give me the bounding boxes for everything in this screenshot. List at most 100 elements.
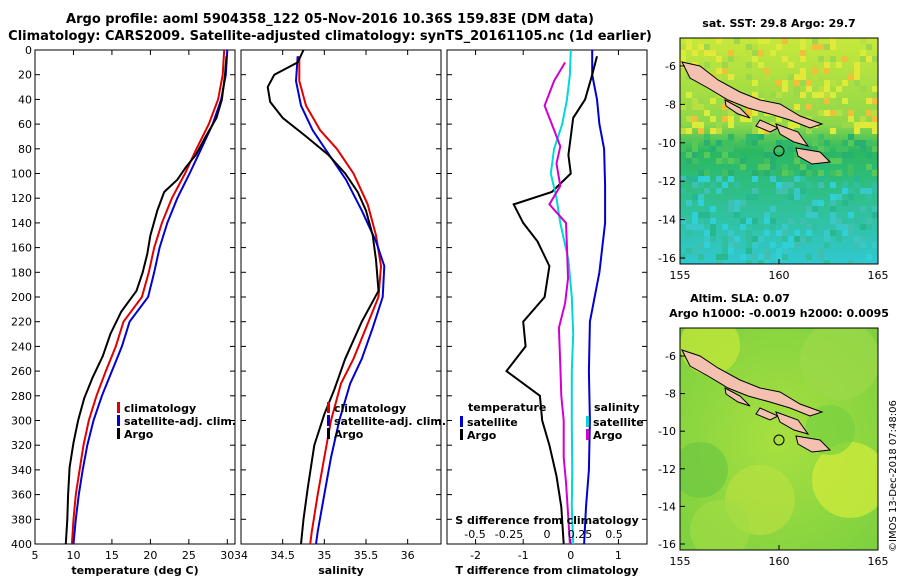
sst-pixel (794, 242, 800, 248)
sst-pixel (860, 50, 866, 56)
sst-pixel (782, 230, 788, 236)
temperature-panel: 0 20 40 60 80 100 120 140 160 180 200 220 240 260 280 3… (11, 44, 236, 577)
sst-pixel (758, 38, 764, 44)
sst-pixel (842, 218, 848, 224)
sst-pixel (734, 182, 740, 188)
sst-pixel (734, 206, 740, 212)
island-new-georgia (724, 99, 751, 119)
sst-pixel (680, 254, 686, 260)
sst-pixel (734, 158, 740, 164)
sst-pixel (776, 248, 782, 254)
y-tick-label: 0 (25, 44, 32, 57)
island-russell (755, 407, 780, 421)
sst-pixel (746, 218, 752, 224)
top-x-tick-label: -0.5 (464, 528, 485, 541)
sst-pixel (698, 212, 704, 218)
sst-pixel (776, 80, 782, 86)
sst-pixel (842, 110, 848, 116)
argo-location-marker (773, 434, 785, 446)
sst-pixel (860, 206, 866, 212)
sst-pixel (710, 236, 716, 242)
sst-pixel (692, 140, 698, 146)
sst-pixel (800, 92, 806, 98)
sst-pixel (686, 176, 692, 182)
series-climatology (70, 49, 226, 545)
sst-pixel (854, 128, 860, 134)
sst-pixel (854, 182, 860, 188)
sst-pixel (710, 50, 716, 56)
sst-pixel (722, 182, 728, 188)
map-y-tick-label: -16 (658, 252, 676, 265)
difference-panel: -2 -1 0 1 temperature satellite Argo salini… (446, 49, 648, 577)
sst-pixel (752, 176, 758, 182)
sst-pixel (836, 86, 842, 92)
map-y-tick-label: -10 (658, 137, 676, 150)
sst-pixel (716, 158, 722, 164)
sst-pixel (722, 140, 728, 146)
legend-label-climatology: climatology (334, 402, 406, 415)
sst-pixel (740, 200, 746, 206)
sst-pixel (824, 68, 830, 74)
sst-pixel (758, 254, 764, 260)
y-tick-label: 140 (11, 217, 32, 230)
sst-pixel (704, 152, 710, 158)
x-tick-label: 35.5 (354, 549, 379, 562)
sst-pixel (704, 242, 710, 248)
sst-pixel (794, 194, 800, 200)
sst-pixel (698, 194, 704, 200)
sst-pixel (746, 140, 752, 146)
sst-pixel (734, 236, 740, 242)
sst-pixel (788, 146, 794, 152)
y-tick-label: 100 (11, 168, 32, 181)
sst-pixel (704, 176, 710, 182)
sst-pixel (800, 110, 806, 116)
sst-pixel (866, 188, 872, 194)
sst-pixel (746, 248, 752, 254)
sst-pixel (842, 188, 848, 194)
sst-pixel (860, 86, 866, 92)
sst-pixel (812, 170, 818, 176)
sst-pixel (866, 152, 872, 158)
y-tick-label: 240 (11, 340, 32, 353)
sst-pixel (872, 206, 878, 212)
sst-pixel (728, 140, 734, 146)
sst-pixel (752, 224, 758, 230)
sst-pixel (728, 56, 734, 62)
sst-pixel (764, 218, 770, 224)
sst-pixel (686, 116, 692, 122)
difference-plot-frame (446, 49, 648, 545)
sst-pixel (710, 224, 716, 230)
sst-pixel (866, 224, 872, 230)
sst-pixel (872, 128, 878, 134)
sst-pixel (782, 146, 788, 152)
sst-pixel (764, 68, 770, 74)
sst-pixel (704, 206, 710, 212)
top-x-tick-label: 0.25 (568, 528, 593, 541)
legend-title-temperature: temperature (468, 401, 546, 414)
sst-pixel (812, 110, 818, 116)
x-tick-label: -2 (470, 549, 481, 562)
salinity-plot-frame (240, 49, 442, 545)
sst-pixel (692, 164, 698, 170)
sst-pixel (848, 164, 854, 170)
sst-pixel (812, 206, 818, 212)
sst-pixel (872, 122, 878, 128)
sst-pixel (794, 152, 800, 158)
map-y-tick-label: -12 (658, 463, 676, 476)
sst-pixel (824, 44, 830, 50)
sst-pixel (680, 50, 686, 56)
sst-pixel (842, 146, 848, 152)
sst-pixel (704, 230, 710, 236)
salinity-depth-ticks (241, 49, 441, 545)
y-tick-label: 380 (11, 513, 32, 526)
sst-pixel (740, 254, 746, 260)
sst-pixel (740, 164, 746, 170)
sst-pixel (686, 224, 692, 230)
sst-pixel (794, 86, 800, 92)
legend-swatch-temp-satellite (460, 416, 463, 427)
sst-pixel (842, 200, 848, 206)
sst-pixel (752, 254, 758, 260)
sst-pixel (704, 170, 710, 176)
sst-pixel (680, 218, 686, 224)
sst-pixel (824, 242, 830, 248)
